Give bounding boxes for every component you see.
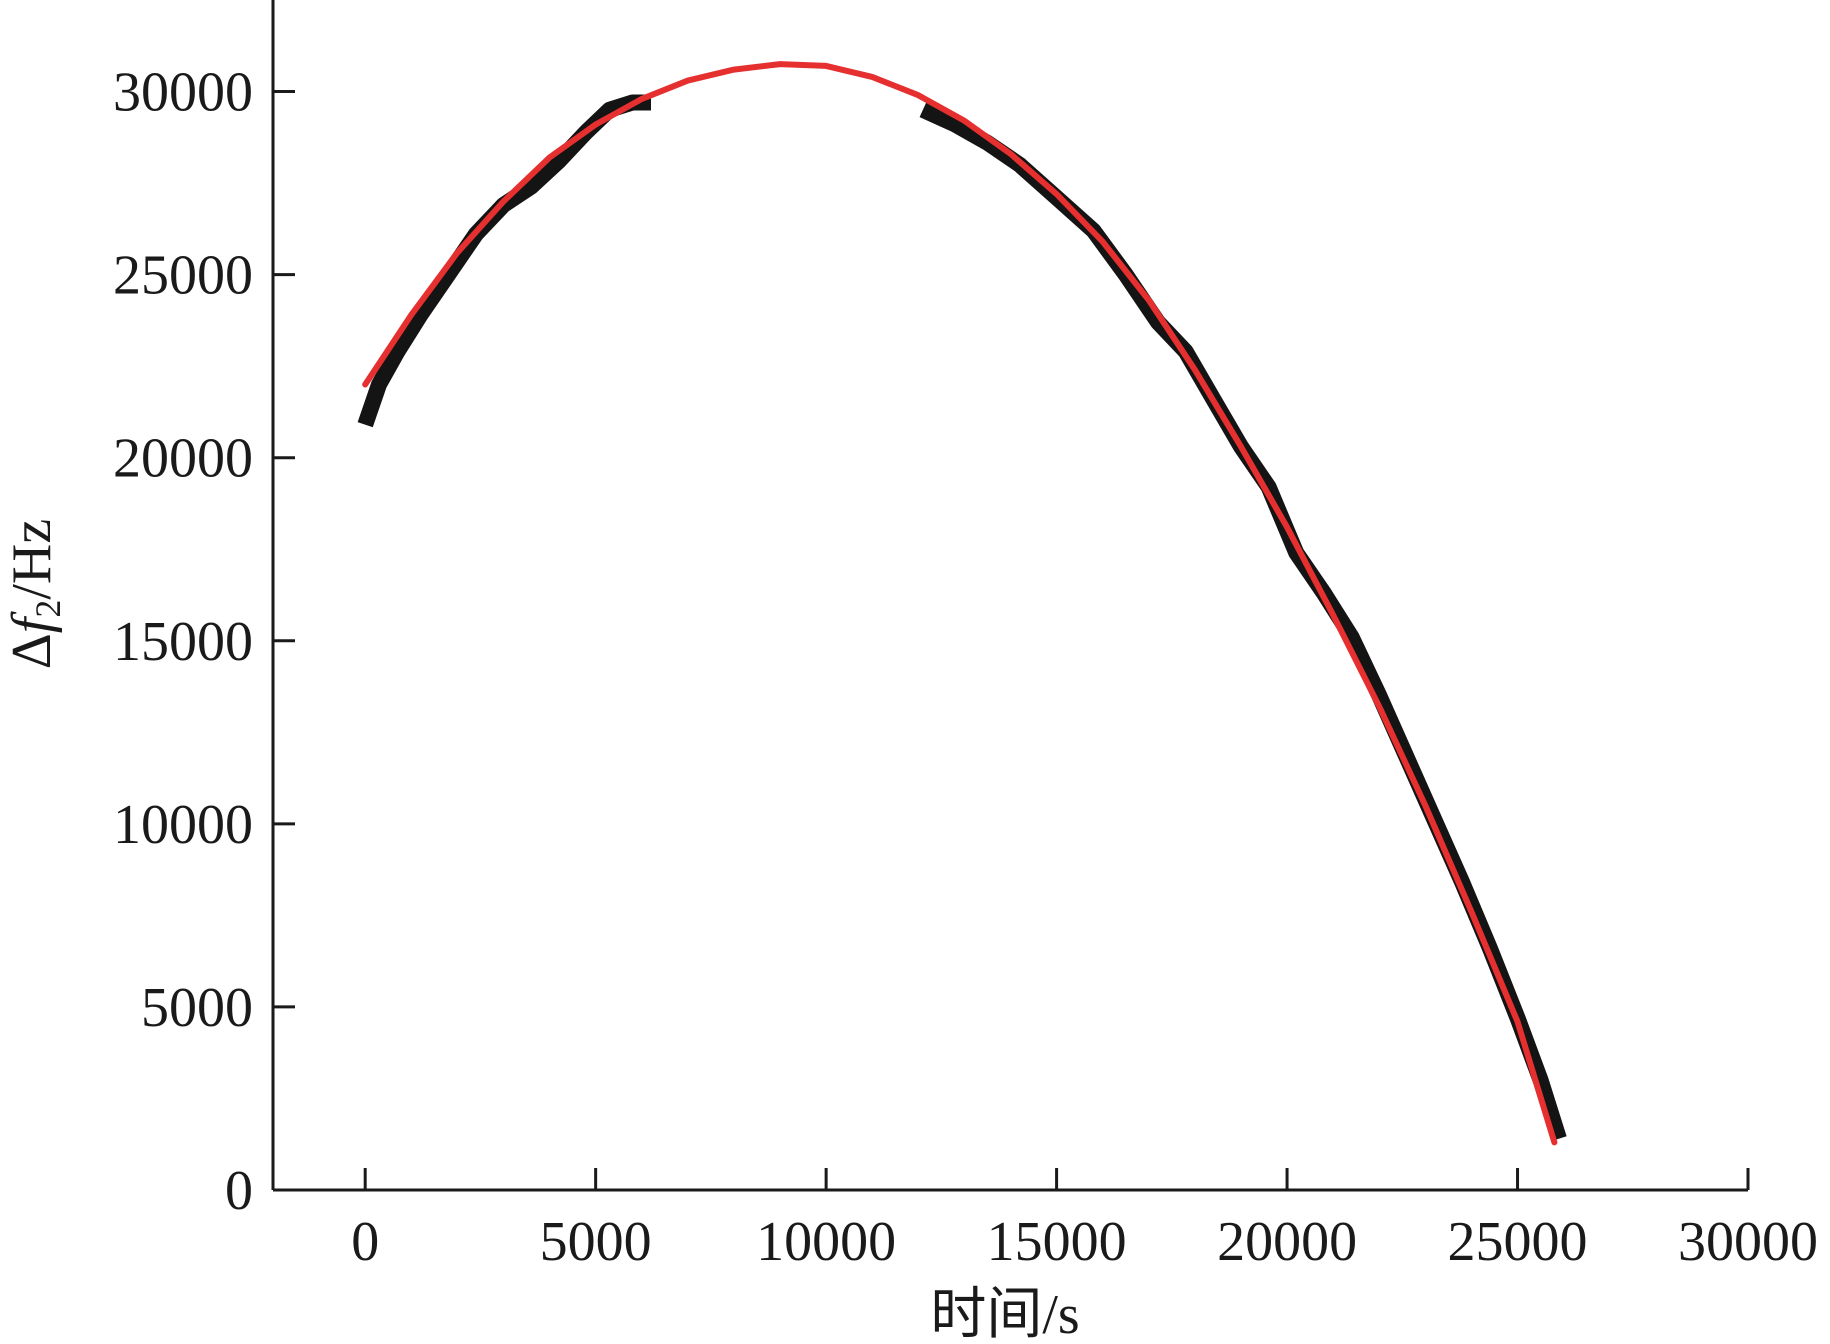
y-ticks: 0 5000 10000 15000 20000 25000 30000 <box>113 62 295 1222</box>
y-tick-label: 5000 <box>141 977 253 1039</box>
y-tick-label: 30000 <box>113 62 253 124</box>
y-tick-label: 0 <box>225 1160 253 1222</box>
measured-series-segment-2 <box>919 102 1567 1142</box>
x-tick-label: 15000 <box>987 1211 1127 1273</box>
x-tick-label: 0 <box>351 1211 379 1273</box>
x-tick-label: 25000 <box>1448 1211 1588 1273</box>
x-ticks: 0 5000 10000 15000 20000 25000 30000 <box>351 1168 1818 1273</box>
x-tick-label: 5000 <box>540 1211 652 1273</box>
fit-series-line <box>362 61 1558 1146</box>
measured-series-segment-1 <box>357 94 651 428</box>
y-tick-label: 20000 <box>113 428 253 490</box>
y-tick-label: 10000 <box>113 794 253 856</box>
axes <box>271 0 1748 1192</box>
y-axis-title-unit: /Hz <box>1 519 63 600</box>
y-tick-label: 25000 <box>113 245 253 307</box>
x-tick-label: 10000 <box>756 1211 896 1273</box>
y-axis-title: Δf2/Hz <box>1 519 68 669</box>
x-tick-label: 30000 <box>1678 1211 1818 1273</box>
x-axis-title: 时间/s <box>930 1284 1079 1344</box>
x-tick-label: 20000 <box>1217 1211 1357 1273</box>
y-axis-title-delta: Δ <box>1 633 63 669</box>
series-layer <box>357 61 1567 1146</box>
y-tick-label: 15000 <box>113 611 253 673</box>
y-axis-title-subscript: 2 <box>28 600 68 618</box>
